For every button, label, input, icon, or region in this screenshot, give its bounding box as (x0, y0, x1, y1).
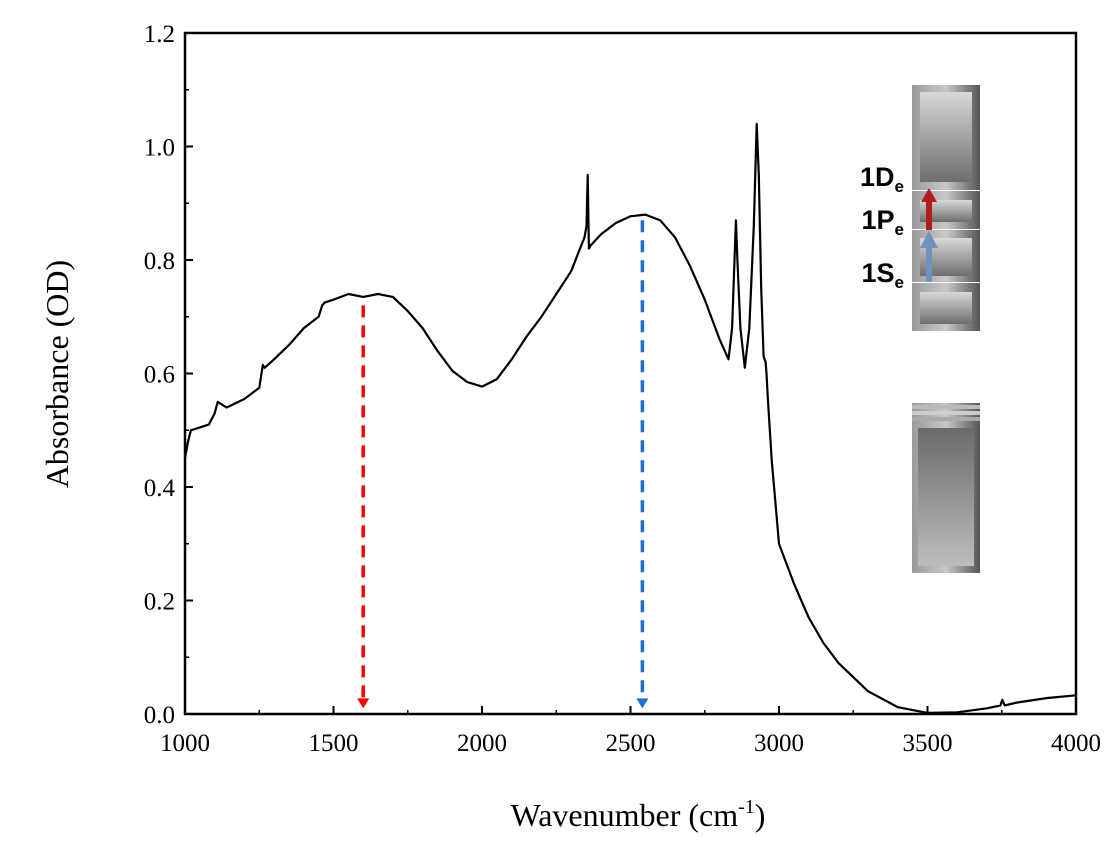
arrowhead-icon (357, 698, 370, 709)
energy-level-inset: 1De 1Pe 1Se (860, 85, 980, 573)
x-tick-label: 4000 (1051, 730, 1101, 757)
y-tick-label: 1.2 (144, 21, 175, 48)
level-label-1pe: 1Pe (862, 205, 905, 239)
x-tick-label: 1500 (309, 730, 359, 757)
blue-transition-arrow-icon (920, 231, 938, 282)
energy-block-1pe (912, 230, 980, 282)
x-tick-label: 2500 (606, 730, 656, 757)
axis-ticks (184, 32, 1077, 715)
energy-block-1de (912, 191, 980, 229)
arrowhead-icon (636, 698, 649, 709)
level-label-1se: 1Se (862, 258, 905, 292)
absorbance-spectrum-line (183, 122, 1077, 714)
energy-block-top (912, 85, 980, 190)
energy-block-1se (912, 283, 980, 331)
y-tick-label: 0.0 (144, 702, 175, 729)
annotation-arrows (357, 220, 649, 709)
x-tick-label: 2000 (457, 730, 507, 757)
x-axis-label: Wavenumber (cm-1) (511, 796, 766, 833)
x-tick-label: 3000 (754, 730, 804, 757)
y-tick-label: 0.4 (144, 475, 176, 502)
y-tick-label: 0.2 (144, 589, 175, 616)
continuous-band-block (912, 403, 980, 573)
y-tick-labels: 0.0 0.2 0.4 0.6 0.8 1.0 1.2 (144, 21, 176, 729)
y-tick-label: 0.6 (144, 362, 175, 389)
y-axis-label: Absorbance (OD) (39, 260, 75, 488)
x-tick-label: 1000 (160, 730, 210, 757)
x-tick-label: 3500 (903, 730, 953, 757)
x-tick-labels: 1000 1500 2000 2500 3000 3500 4000 (160, 730, 1101, 757)
level-label-1de: 1De (860, 162, 904, 196)
red-transition-arrow-icon (921, 188, 937, 230)
y-tick-label: 0.8 (144, 248, 175, 275)
y-tick-label: 1.0 (144, 135, 175, 162)
